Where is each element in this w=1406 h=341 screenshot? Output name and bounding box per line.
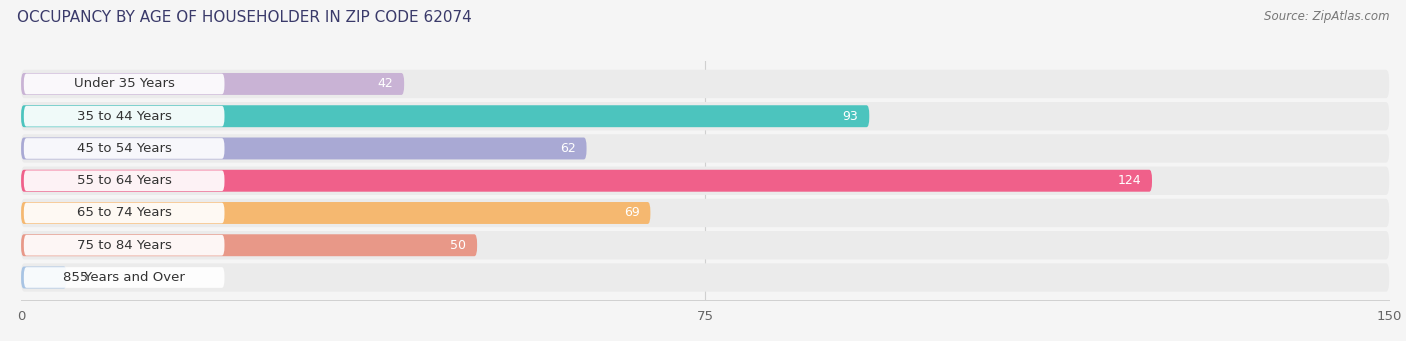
FancyBboxPatch shape [21,134,1389,163]
Text: 50: 50 [450,239,467,252]
Text: Source: ZipAtlas.com: Source: ZipAtlas.com [1264,10,1389,23]
Text: 42: 42 [377,77,394,90]
Text: 62: 62 [560,142,575,155]
Text: 85 Years and Over: 85 Years and Over [63,271,186,284]
Text: Under 35 Years: Under 35 Years [73,77,174,90]
FancyBboxPatch shape [24,170,225,191]
FancyBboxPatch shape [21,166,1389,195]
FancyBboxPatch shape [21,202,651,224]
Text: 69: 69 [624,207,640,220]
Text: 45 to 54 Years: 45 to 54 Years [77,142,172,155]
FancyBboxPatch shape [24,138,225,159]
FancyBboxPatch shape [21,170,1152,192]
FancyBboxPatch shape [21,105,869,127]
FancyBboxPatch shape [24,203,225,223]
FancyBboxPatch shape [21,137,586,160]
FancyBboxPatch shape [21,263,1389,292]
FancyBboxPatch shape [24,267,225,288]
FancyBboxPatch shape [21,73,404,95]
Text: 55 to 64 Years: 55 to 64 Years [77,174,172,187]
FancyBboxPatch shape [21,267,66,288]
FancyBboxPatch shape [21,234,477,256]
Text: 124: 124 [1118,174,1142,187]
Text: 75 to 84 Years: 75 to 84 Years [77,239,172,252]
Text: OCCUPANCY BY AGE OF HOUSEHOLDER IN ZIP CODE 62074: OCCUPANCY BY AGE OF HOUSEHOLDER IN ZIP C… [17,10,471,25]
Text: 35 to 44 Years: 35 to 44 Years [77,110,172,123]
Text: 65 to 74 Years: 65 to 74 Years [77,207,172,220]
FancyBboxPatch shape [21,70,1389,98]
FancyBboxPatch shape [21,102,1389,130]
FancyBboxPatch shape [21,231,1389,260]
FancyBboxPatch shape [24,106,225,127]
Text: 93: 93 [842,110,858,123]
FancyBboxPatch shape [24,235,225,255]
FancyBboxPatch shape [21,199,1389,227]
Text: 5: 5 [80,271,89,284]
FancyBboxPatch shape [24,74,225,94]
